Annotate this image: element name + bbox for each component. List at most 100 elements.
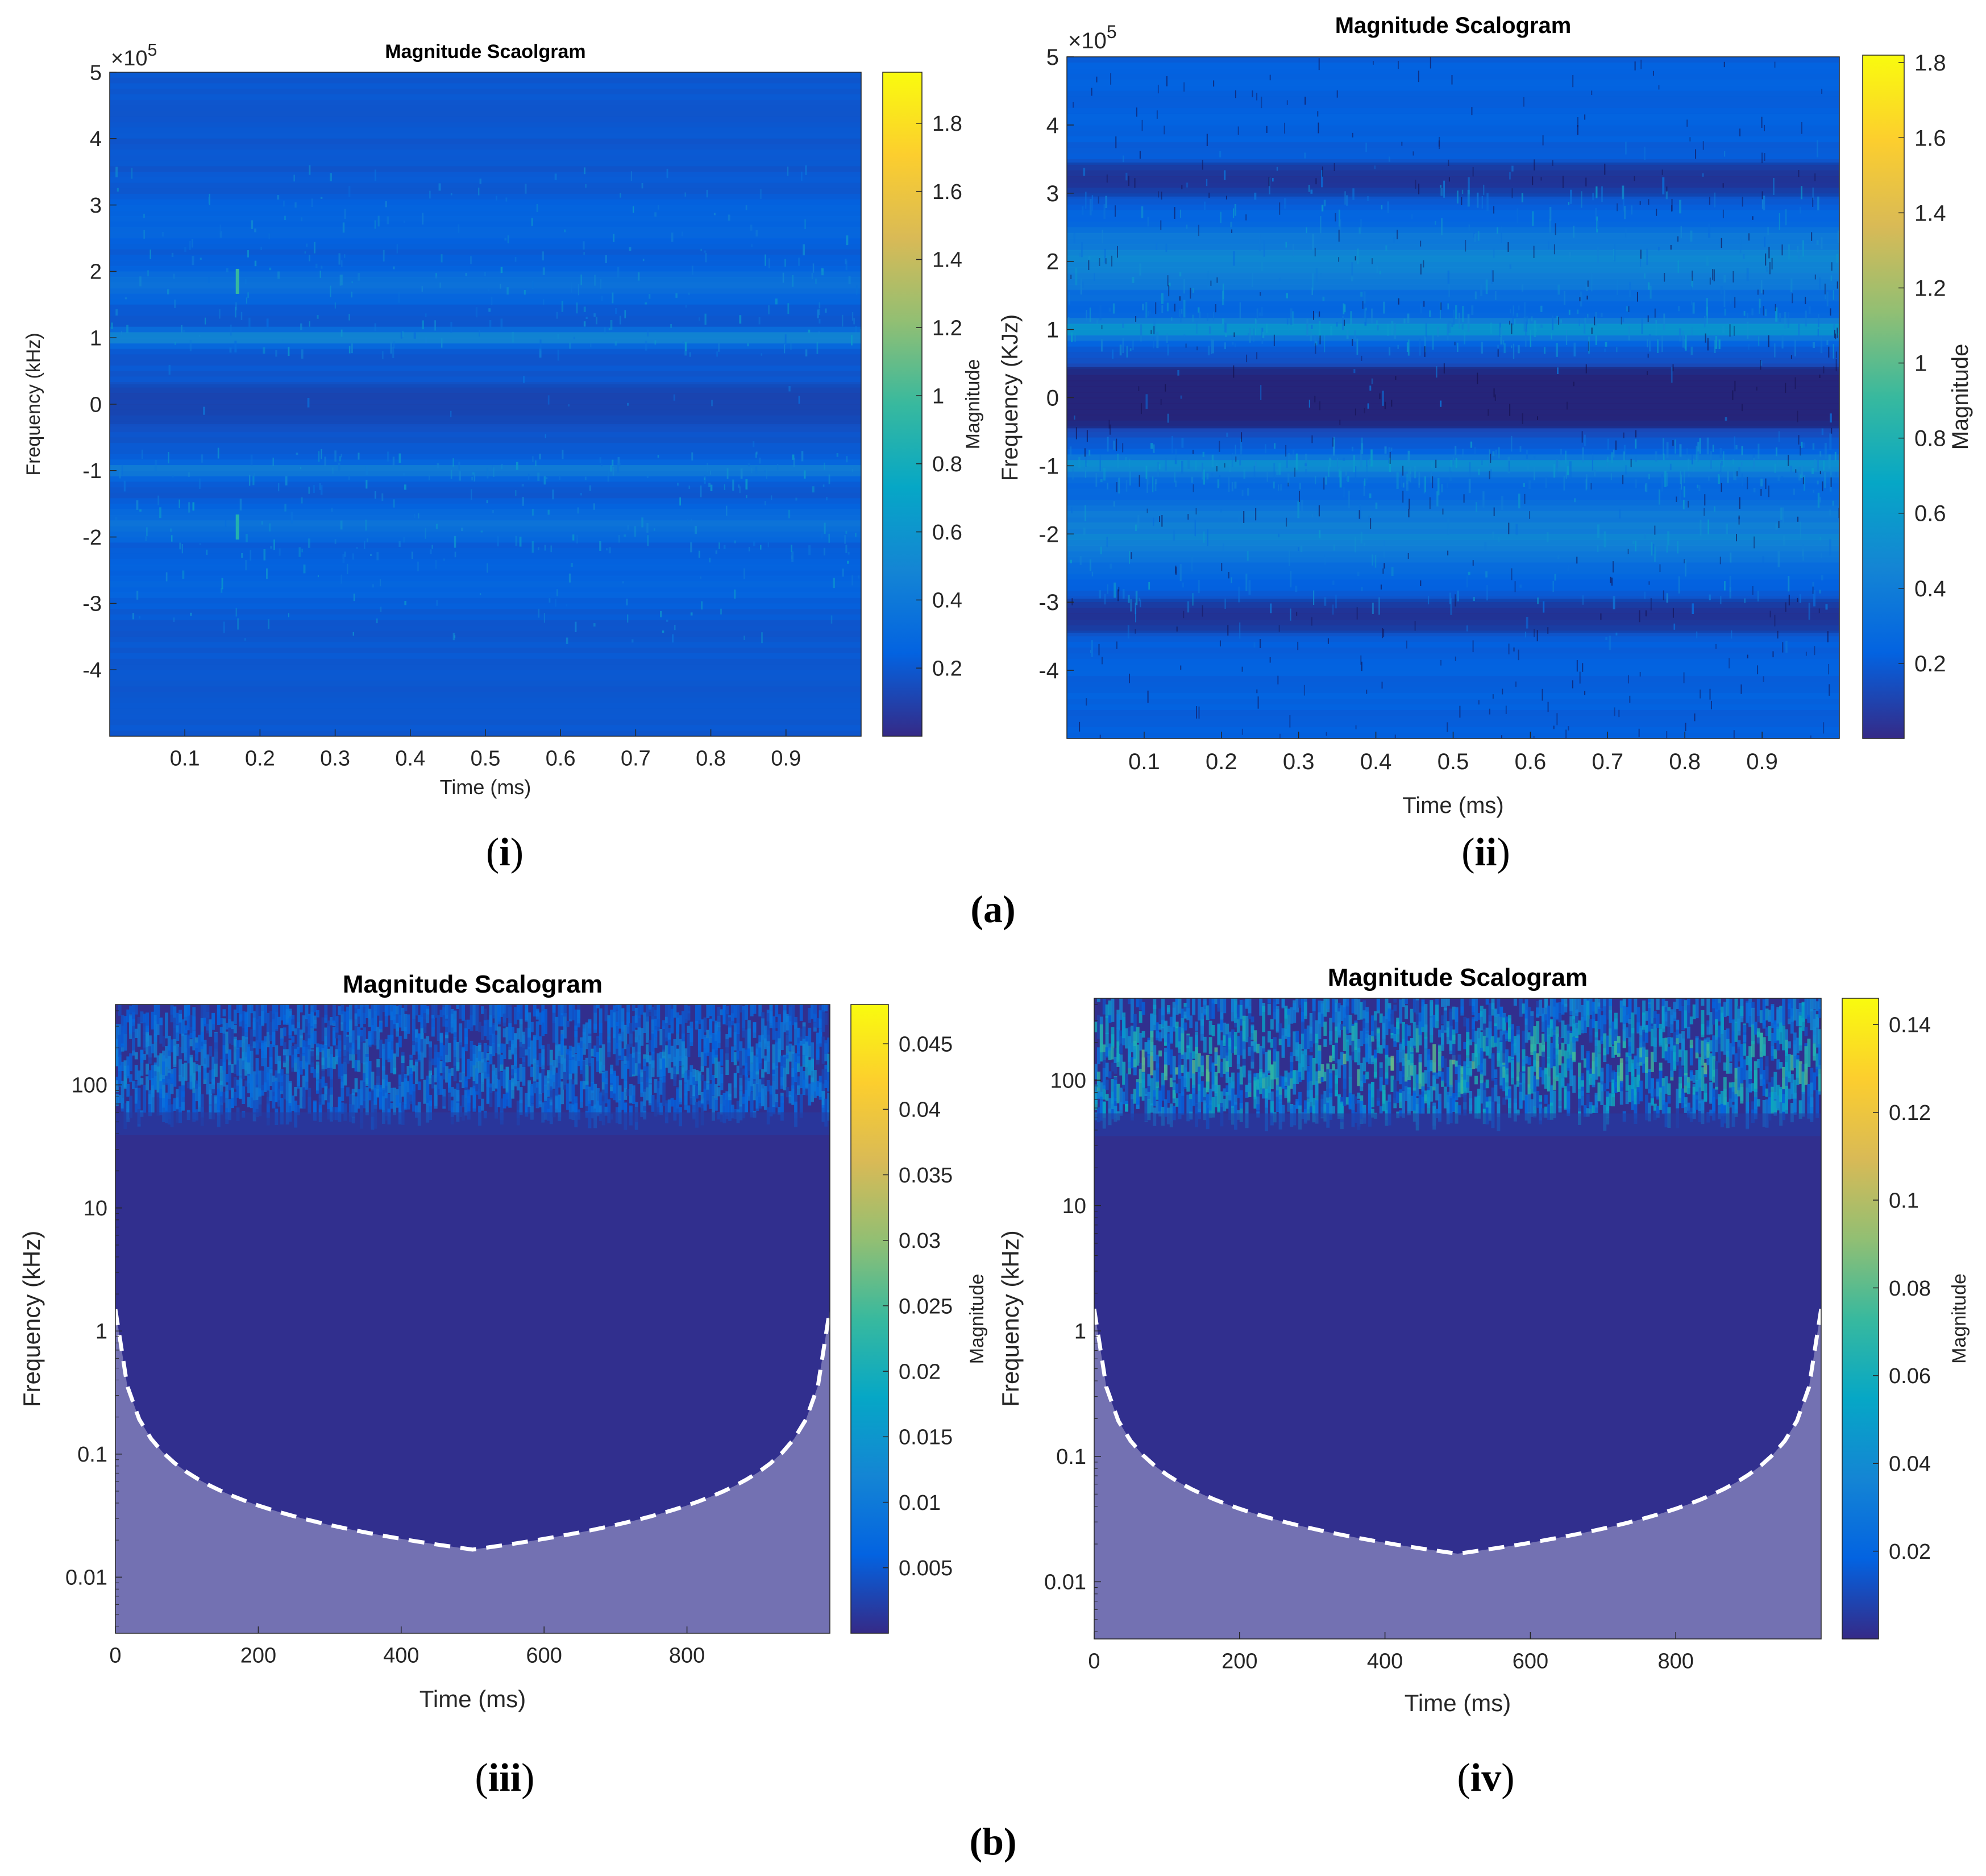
colorbar-label: Magnitude: [966, 1274, 988, 1364]
y-tick-label: -3: [1038, 590, 1059, 615]
x-tick-label: 0.9: [771, 746, 801, 770]
x-axis-label: Time (ms): [1402, 793, 1503, 818]
peak-mark-upper: [235, 268, 239, 294]
chart-title: Magnitude Scalogram: [343, 970, 603, 998]
y-tick-label: 4: [90, 127, 102, 151]
y-tick-label: 1: [1074, 1320, 1086, 1344]
colorbar-tick-label: 0.12: [1889, 1101, 1931, 1125]
x-tick-label: 0.2: [245, 746, 275, 770]
colorbar-label: Magnitude: [962, 359, 984, 450]
x-tick-label: 0.5: [471, 746, 501, 770]
colorbar-tick-label: 0.4: [1914, 576, 1946, 601]
chart-panel-i: 0.1 0.2 0.3 0.4 0.5 0.6 0.7 0.8 0.9 -4 -3 -2 -1 0 1 2 3 4…: [23, 40, 984, 874]
colorbar-tick-label: 1.2: [1914, 276, 1946, 301]
x-tick-label: 600: [1513, 1649, 1548, 1673]
y-tick-label: 2: [90, 260, 102, 284]
x-tick-label: 0.6: [546, 746, 576, 770]
colorbar-tick-label: 0.01: [899, 1491, 941, 1515]
heatmap-i: [110, 72, 861, 736]
peak-mark-lower: [235, 514, 239, 540]
colorbar-tick-label: 0.035: [899, 1164, 953, 1188]
y-axis-label: Frequency (kHz): [997, 1230, 1024, 1406]
y-axis-label: Frequency (kHz): [23, 333, 44, 475]
y-tick-label: 0.1: [1056, 1445, 1086, 1469]
x-tick-label: 0.4: [1360, 749, 1392, 774]
y-tick-label: 100: [72, 1074, 107, 1098]
colorbar-tick-label: 0.04: [1889, 1452, 1931, 1476]
x-tick-label: 400: [1367, 1649, 1403, 1673]
colorbar-tick-label: 1.8: [1914, 51, 1946, 76]
x-tick-label: 600: [526, 1643, 562, 1667]
panel-label-ii: (ii): [1461, 831, 1510, 874]
colorbar-tick-label: 1.2: [932, 317, 962, 341]
x-tick-label: 200: [240, 1643, 276, 1667]
y-tick-label: 1: [90, 327, 102, 351]
chart-panel-iv: 0 200 400 600 800 0.01 0.1 1 10 100 Magnitude Scal…: [997, 964, 1970, 1800]
colorbar: [1862, 55, 1905, 739]
colorbar-tick-label: 0.06: [1889, 1364, 1931, 1388]
panel-label-i: (i): [486, 831, 523, 874]
y-tick-label: 2: [1046, 250, 1059, 275]
y-tick-label: 4: [1046, 113, 1059, 138]
x-tick-label: 0.6: [1515, 749, 1547, 774]
colorbar-tick-label: 0.03: [899, 1229, 941, 1253]
colorbar-tick-label: 0.005: [899, 1557, 953, 1580]
colorbar-tick-label: 0.6: [932, 521, 962, 545]
colorbar-tick-label: 0.04: [899, 1098, 941, 1122]
y-tick-label: 3: [1046, 181, 1059, 206]
y-tick-label: 0: [90, 393, 102, 417]
y-tick-label: 10: [1062, 1194, 1086, 1218]
cone-of-influence-line: [115, 1309, 830, 1552]
chart-panel-iii: 0 200 400 600 800 0.01 0.1 1 10 100 Magnitude Scal…: [18, 970, 988, 1800]
x-tick-label: 0.8: [696, 746, 726, 770]
colorbar: [850, 1004, 889, 1634]
x-tick-label: 400: [383, 1643, 419, 1667]
y-exponent-label: ×105: [111, 40, 157, 70]
panel-label-iv: (iv): [1457, 1756, 1514, 1800]
x-axis-label: Time (ms): [419, 1686, 526, 1712]
colorbar-tick-label: 0.2: [932, 657, 962, 681]
x-tick-label: 0.7: [1592, 749, 1623, 774]
heatmap-iii: [115, 1005, 830, 1633]
colorbar: [1842, 998, 1879, 1640]
x-tick-label: 0.7: [621, 746, 651, 770]
y-tick-label: -1: [1038, 454, 1059, 479]
colorbar-tick-label: 1.4: [932, 248, 962, 272]
y-tick-label: -2: [1038, 522, 1059, 547]
group-label-b: (b): [969, 1820, 1016, 1863]
x-tick-label: 0.8: [1669, 749, 1701, 774]
chart-title: Magnitude Scaolgram: [385, 41, 585, 63]
x-axis-label: Time (ms): [440, 775, 531, 799]
y-tick-label: 1: [95, 1320, 107, 1344]
y-tick-label: -2: [82, 526, 102, 550]
y-tick-label: -1: [82, 459, 102, 483]
cone-of-influence-line: [1094, 1308, 1821, 1556]
x-tick-label: 200: [1221, 1649, 1257, 1673]
colorbar-tick-label: 0.8: [1914, 426, 1946, 451]
x-tick-label: 800: [669, 1643, 705, 1667]
axes-box: [115, 1004, 830, 1634]
colorbar-tick-label: 0.14: [1889, 1014, 1931, 1037]
x-tick-label: 0: [1088, 1649, 1100, 1673]
group-label-a: (a): [970, 887, 1015, 931]
colorbar-tick-label: 0.02: [899, 1360, 941, 1384]
y-axis-label: Frequency (KJz): [998, 314, 1023, 481]
panel-label-iii: (iii): [475, 1756, 535, 1800]
colorbar-tick-label: 0.02: [1889, 1540, 1931, 1564]
y-tick-label: 10: [84, 1197, 107, 1221]
chart-panel-ii: 0.1 0.2 0.3 0.4 0.5 0.6 0.7 0.8 0.9 -4 -3 -2 -1 0 1 2 3 4…: [998, 13, 1973, 874]
y-tick-label: 100: [1050, 1069, 1086, 1093]
axes-box: [1094, 998, 1822, 1640]
x-tick-label: 0: [109, 1643, 121, 1667]
x-tick-label: 800: [1657, 1649, 1693, 1673]
y-tick-label: 0.01: [65, 1566, 107, 1590]
colorbar-tick-label: 1.8: [932, 112, 962, 136]
colorbar-tick-label: 0.1: [1889, 1189, 1919, 1213]
colorbar-tick-label: 0.045: [899, 1032, 953, 1056]
colorbar-tick-label: 1.6: [1914, 126, 1946, 151]
x-tick-label: 0.1: [1128, 749, 1160, 774]
y-tick-label: 0.1: [77, 1443, 107, 1467]
colorbar-label: Magnitude: [1948, 1273, 1970, 1364]
colorbar-label: Magnitude: [1948, 344, 1973, 450]
